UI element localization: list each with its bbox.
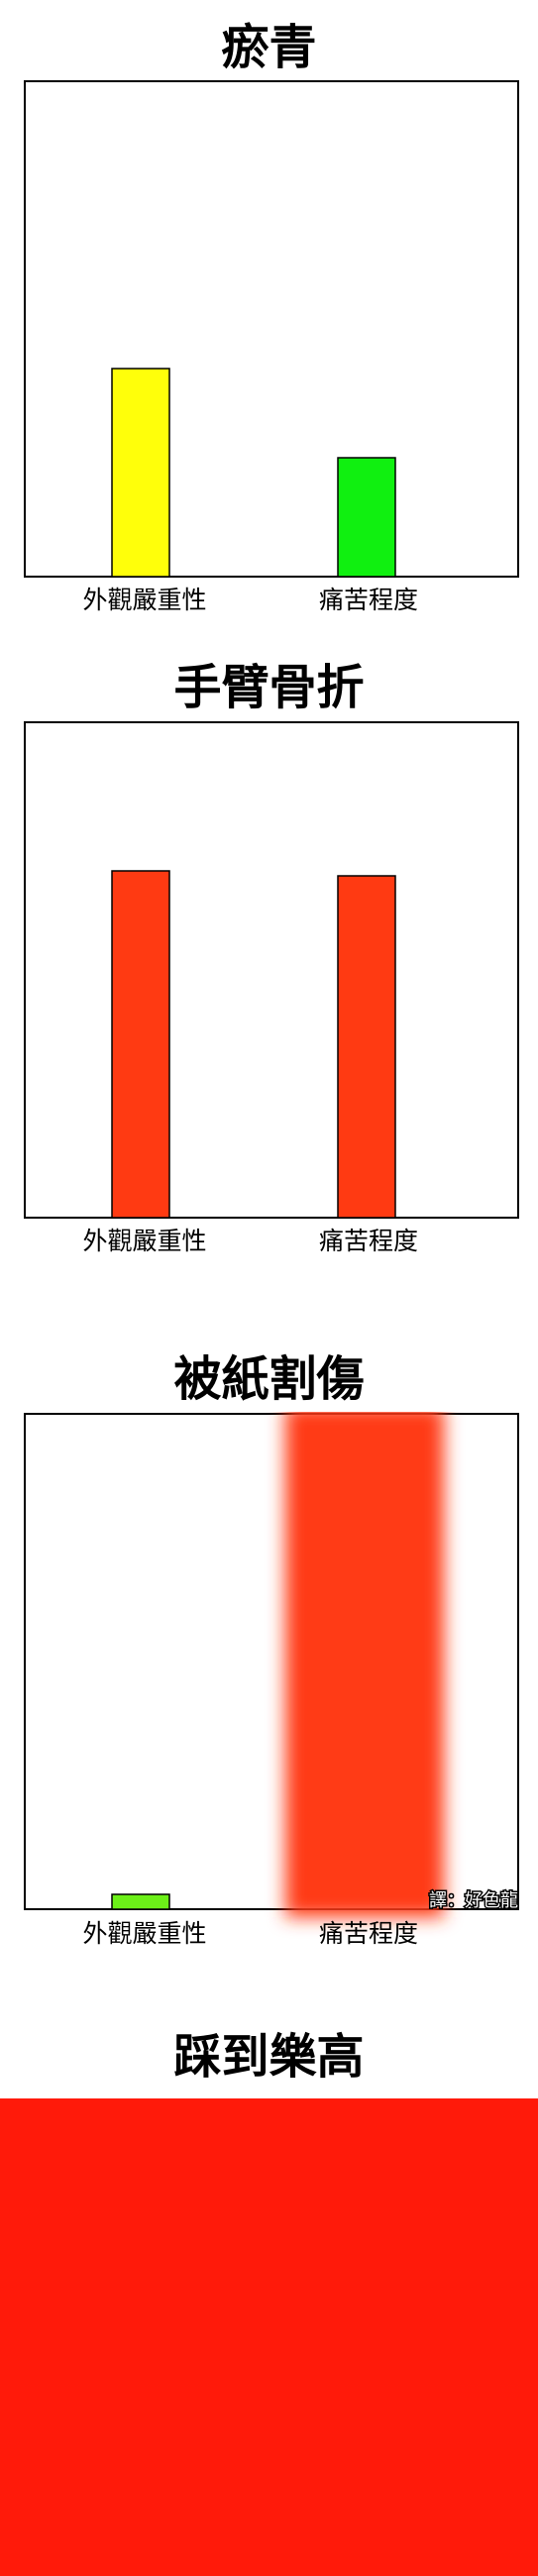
chart-1-label-appearance: 外觀嚴重性: [82, 586, 206, 614]
chart-2-title: 手臂骨折: [173, 660, 365, 715]
chart-1-label-pain: 痛苦程度: [319, 586, 418, 614]
chart-3-bar-appearance: [111, 1893, 170, 1910]
chart-1-frame: [24, 80, 519, 578]
chart-3-label-appearance: 外觀嚴重性: [82, 1919, 206, 1948]
chart-1-bar-pain: [337, 457, 396, 578]
chart-3: 譯：好色龍 外觀嚴重性 痛苦程度: [24, 1412, 520, 1948]
chart-1-bar-appearance: [111, 368, 170, 578]
chart-2-label-appearance: 外觀嚴重性: [82, 1227, 206, 1255]
chart-4-title: 踩到樂高: [173, 2029, 365, 2085]
chart-3-title: 被紙割傷: [173, 1351, 365, 1407]
chart-4-fill: [0, 2098, 538, 2576]
chart-2-label-pain: 痛苦程度: [319, 1227, 418, 1255]
chart-2-bar-appearance: [111, 870, 170, 1219]
chart-3-label-pain: 痛苦程度: [319, 1919, 418, 1948]
chart-3-frame: [24, 1413, 519, 1910]
chart-2-frame: [24, 721, 519, 1219]
chart-2-bar-pain: [337, 875, 396, 1219]
chart-3-bar-pain: [285, 1412, 444, 1917]
chart-2: 外觀嚴重性 痛苦程度: [24, 721, 519, 1255]
chart-1: 外觀嚴重性 痛苦程度: [24, 80, 519, 614]
chart-3-translator-credit: 譯：好色龍: [429, 1890, 518, 1911]
chart-1-title: 瘀青: [221, 20, 317, 75]
